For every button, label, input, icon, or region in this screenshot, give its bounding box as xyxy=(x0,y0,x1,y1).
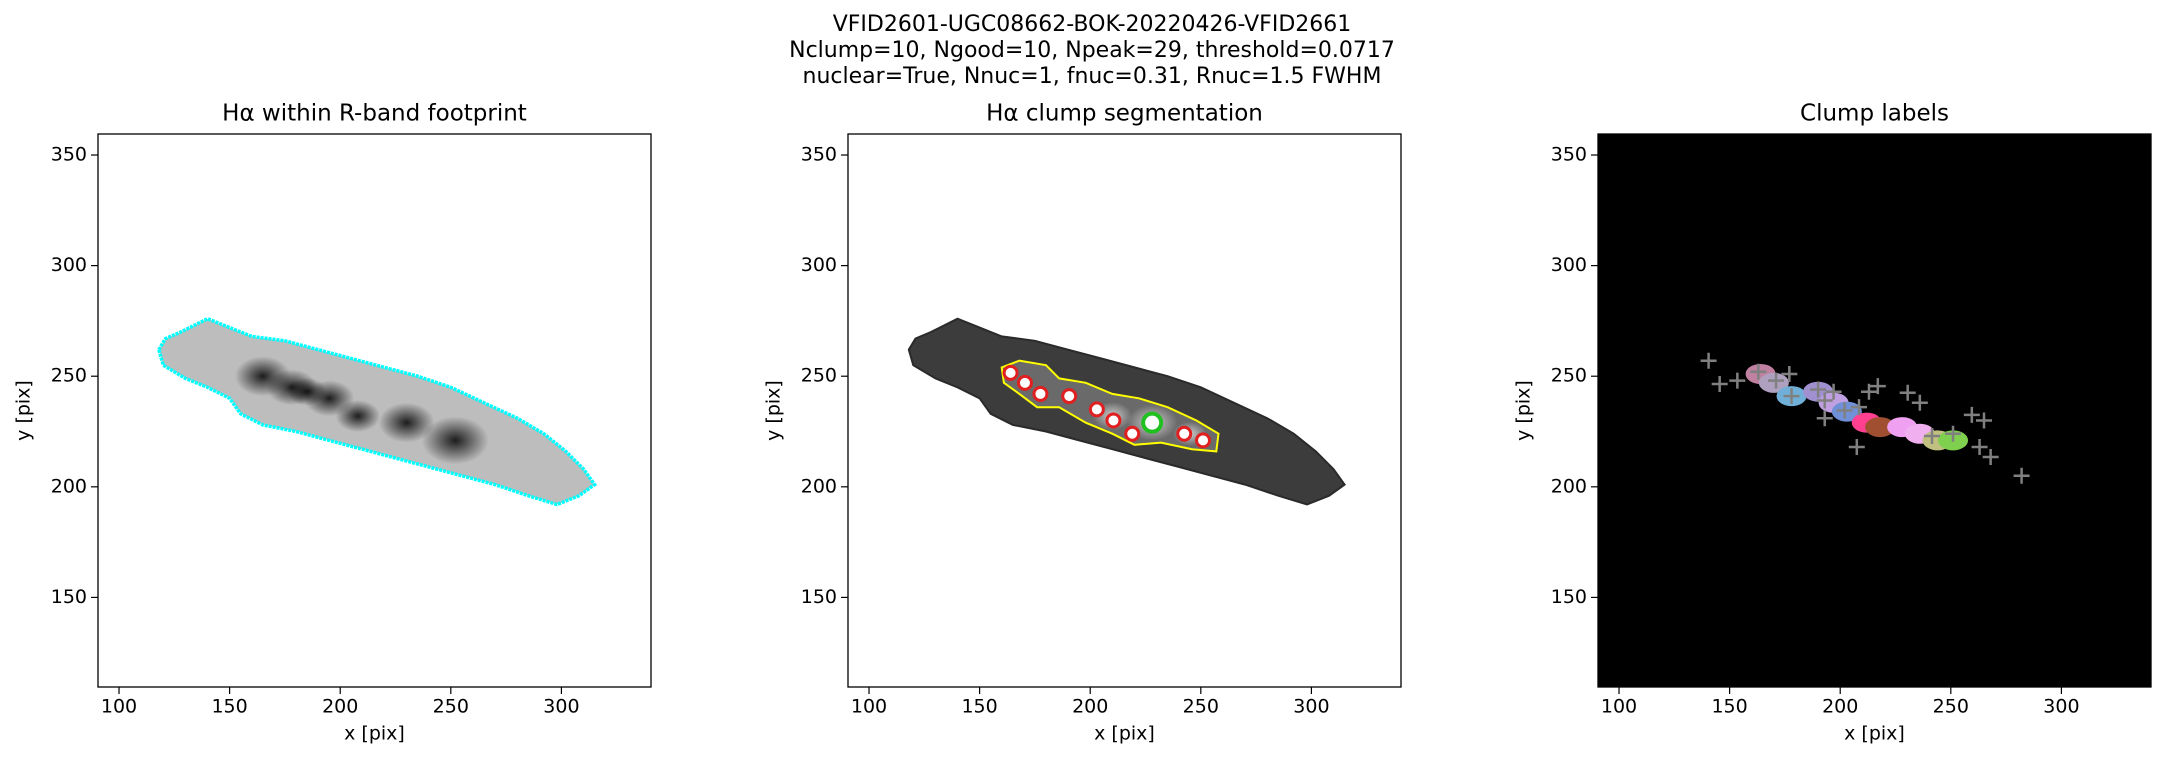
x-tick-label: 250 xyxy=(433,696,469,718)
galaxy-clump xyxy=(421,416,489,465)
clump-peak xyxy=(1032,385,1049,402)
clump-peak xyxy=(1124,425,1141,442)
clump-peak xyxy=(1105,412,1122,429)
peak-cross xyxy=(1768,372,1785,389)
y-tick-label: 350 xyxy=(1551,144,1587,166)
x-tick-label: 250 xyxy=(1183,696,1219,718)
clump-label xyxy=(1758,372,1789,393)
y-tick-label: 300 xyxy=(51,254,87,276)
x-tick-label: 100 xyxy=(851,696,887,718)
clump-peak xyxy=(1176,425,1193,442)
axes-title: Hα clump segmentation xyxy=(986,101,1263,127)
peak-cross xyxy=(1816,392,1833,409)
x-tick-label: 200 xyxy=(1822,696,1858,718)
x-axis-label: x [pix] xyxy=(344,723,405,745)
y-tick-label: 350 xyxy=(51,144,87,166)
clump-label xyxy=(1865,417,1896,438)
axes-frame xyxy=(1597,133,2152,688)
clump-peak xyxy=(1002,364,1019,381)
y-tick-label: 200 xyxy=(51,475,87,497)
y-tick-label: 150 xyxy=(801,586,837,608)
x-tick-label: 100 xyxy=(101,696,137,718)
peak-cross xyxy=(1781,366,1798,383)
y-axis-label: y [pix] xyxy=(763,380,785,441)
y-tick-label: 300 xyxy=(1551,254,1587,276)
image-layer xyxy=(907,317,1346,506)
axes-frame xyxy=(97,133,652,688)
peak-cross xyxy=(1924,427,1941,444)
image-layer xyxy=(1700,352,2030,484)
x-tick-label: 100 xyxy=(1601,696,1637,718)
galaxy-clump xyxy=(287,377,327,406)
clump-peak xyxy=(1061,388,1078,405)
peak-cross xyxy=(1810,381,1827,398)
peak-cross xyxy=(1963,406,1980,423)
y-tick-label: 300 xyxy=(801,254,837,276)
y-tick-label: 250 xyxy=(1551,365,1587,387)
x-tick-label: 250 xyxy=(1933,696,1969,718)
x-tick-label: 300 xyxy=(543,696,579,718)
y-tick-label: 250 xyxy=(51,365,87,387)
y-axis-label: y [pix] xyxy=(13,380,35,441)
clump-peak xyxy=(1016,374,1033,391)
peak-cross xyxy=(1825,383,1842,400)
peak-cross xyxy=(1975,412,1992,429)
peak-cross xyxy=(2013,467,2030,484)
peak-cross xyxy=(1816,410,1833,427)
x-tick-label: 150 xyxy=(211,696,247,718)
peak-cross xyxy=(1869,378,1886,395)
x-tick-label: 150 xyxy=(961,696,997,718)
peak-cross xyxy=(1783,388,1800,405)
y-tick-label: 200 xyxy=(801,475,837,497)
suptitle: Nclump=10, Ngood=10, Npeak=29, threshold… xyxy=(789,38,1395,63)
peak-cross xyxy=(1971,438,1988,455)
galaxy-clump xyxy=(335,400,381,433)
peak-cross xyxy=(1700,352,1717,369)
y-tick-label: 150 xyxy=(1551,586,1587,608)
suptitle: VFID2601-UGC08662-BOK-20220426-VFID2661 xyxy=(833,12,1352,37)
peak-cross xyxy=(1860,383,1877,400)
galaxy-clump xyxy=(378,402,435,443)
axes-title: Clump labels xyxy=(1800,101,1949,127)
axes-frame xyxy=(847,133,1402,688)
x-tick-label: 200 xyxy=(322,696,358,718)
peak-cross xyxy=(1729,372,1746,389)
clump-peak xyxy=(1088,401,1105,418)
peak-cross xyxy=(1945,425,1962,442)
axes-title: Hα within R-band footprint xyxy=(222,101,527,127)
y-tick-label: 200 xyxy=(1551,475,1587,497)
x-tick-label: 150 xyxy=(1711,696,1747,718)
clump-peak xyxy=(1195,432,1212,449)
peak-cross xyxy=(1899,384,1916,401)
x-axis-label: x [pix] xyxy=(1844,723,1905,745)
y-axis-label: y [pix] xyxy=(1513,380,1535,441)
clump-peak xyxy=(1141,411,1164,434)
axes-background xyxy=(1598,134,2151,687)
peak-cross xyxy=(1711,375,1728,392)
peak-cross xyxy=(1836,402,1853,419)
x-axis-label: x [pix] xyxy=(1094,723,1155,745)
peak-cross xyxy=(1851,399,1868,416)
x-tick-label: 300 xyxy=(1293,696,1329,718)
x-tick-label: 200 xyxy=(1072,696,1108,718)
image-layer xyxy=(156,316,598,507)
peak-cross xyxy=(1911,394,1928,411)
y-tick-label: 150 xyxy=(51,586,87,608)
peak-cross xyxy=(1750,363,1767,380)
suptitle: nuclear=True, Nnuc=1, fnuc=0.31, Rnuc=1.… xyxy=(803,64,1382,89)
peak-cross xyxy=(1982,448,1999,465)
x-tick-label: 300 xyxy=(2043,696,2079,718)
y-tick-label: 250 xyxy=(801,365,837,387)
peak-cross xyxy=(1848,438,1865,455)
y-tick-label: 350 xyxy=(801,144,837,166)
